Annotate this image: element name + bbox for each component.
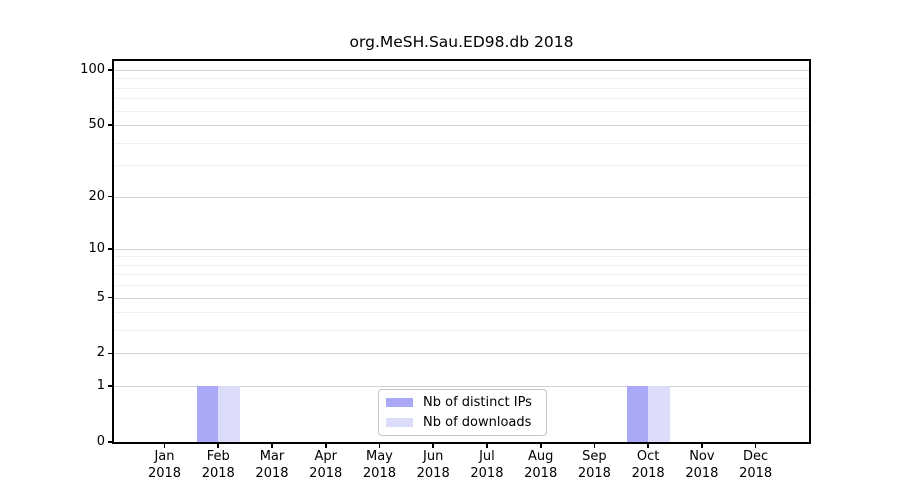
minor-gridline xyxy=(113,312,810,313)
x-tick-label: Sep 2018 xyxy=(577,449,611,481)
y-tick-label: 20 xyxy=(88,188,105,204)
x-tick-mark xyxy=(647,443,649,449)
minor-gridline xyxy=(113,88,810,89)
x-tick-label: Jan 2018 xyxy=(147,449,182,481)
legend-label-distinct-ips: Nb of distinct IPs xyxy=(423,395,532,410)
x-tick-mark xyxy=(754,443,757,449)
y-tick-mark xyxy=(108,352,113,355)
x-tick-mark xyxy=(539,443,542,449)
minor-gridline xyxy=(113,111,810,112)
x-tick-label: Aug 2018 xyxy=(524,449,558,481)
y-axis-line xyxy=(112,59,114,443)
legend-label-downloads: Nb of downloads xyxy=(423,415,532,430)
y-tick-mark xyxy=(108,441,113,443)
x-tick-mark xyxy=(378,443,381,449)
y-tick-label: 1 xyxy=(96,378,105,394)
x-tick-label: Jul 2018 xyxy=(470,449,504,481)
major-gridline xyxy=(113,298,810,299)
chart-title: org.MeSH.Sau.ED98.db 2018 xyxy=(349,33,574,51)
major-gridline xyxy=(113,353,810,354)
x-tick-label: Feb 2018 xyxy=(201,449,235,481)
x-tick-mark xyxy=(486,443,488,449)
major-gridline xyxy=(113,249,810,250)
x-tick-mark xyxy=(593,443,596,449)
y-tick-mark xyxy=(108,124,113,126)
major-gridline xyxy=(113,197,810,198)
y-tick-label: 10 xyxy=(88,240,105,256)
minor-gridline xyxy=(113,274,810,275)
x-tick-label: May 2018 xyxy=(362,449,396,481)
bar-downloads xyxy=(648,386,670,443)
y-tick-label: 50 xyxy=(88,117,105,133)
x-tick-label: Nov 2018 xyxy=(685,449,719,481)
y-tick-label: 0 xyxy=(96,434,105,449)
minor-gridline xyxy=(113,78,810,79)
legend: Nb of distinct IPs Nb of downloads xyxy=(378,389,547,436)
y-tick-label: 100 xyxy=(80,62,105,77)
plot-area xyxy=(113,60,810,443)
y-tick-mark xyxy=(108,69,113,71)
y-tick-label: 5 xyxy=(96,289,105,305)
downloads-swatch-icon xyxy=(386,417,413,428)
major-gridline xyxy=(113,70,810,71)
major-gridline xyxy=(113,386,810,387)
bar-downloads xyxy=(218,386,240,443)
x-tick-mark xyxy=(163,443,166,449)
legend-entry-distinct-ips: Nb of distinct IPs xyxy=(386,395,546,410)
minor-gridline xyxy=(113,330,810,331)
y-tick-mark xyxy=(108,247,113,250)
x-tick-label: Mar 2018 xyxy=(255,449,289,481)
x-axis-line xyxy=(112,442,811,444)
bar-distinct-ips xyxy=(197,386,218,443)
x-tick-label: Oct 2018 xyxy=(631,449,665,481)
y-tick-mark xyxy=(108,385,113,387)
minor-gridline xyxy=(113,143,810,144)
top-spine xyxy=(112,59,811,61)
x-tick-mark xyxy=(701,443,703,449)
y-tick-mark xyxy=(108,195,113,198)
minor-gridline xyxy=(113,98,810,99)
x-tick-mark xyxy=(217,443,220,449)
minor-gridline xyxy=(113,256,810,257)
minor-gridline xyxy=(113,165,810,166)
x-tick-label: Dec 2018 xyxy=(739,449,773,481)
right-spine xyxy=(809,59,811,443)
minor-gridline xyxy=(113,285,810,286)
y-tick-label: 2 xyxy=(96,345,105,361)
x-tick-mark xyxy=(271,443,273,449)
major-gridline xyxy=(113,125,810,126)
y-tick-mark xyxy=(108,296,113,299)
legend-entry-downloads: Nb of downloads xyxy=(386,415,546,430)
x-tick-mark xyxy=(324,443,327,449)
x-tick-label: Apr 2018 xyxy=(309,449,343,481)
x-tick-label: Jun 2018 xyxy=(416,449,450,481)
x-tick-mark xyxy=(432,443,435,449)
distinct-ips-swatch-icon xyxy=(386,397,413,408)
bar-distinct-ips xyxy=(627,386,648,443)
minor-gridline xyxy=(113,265,810,266)
